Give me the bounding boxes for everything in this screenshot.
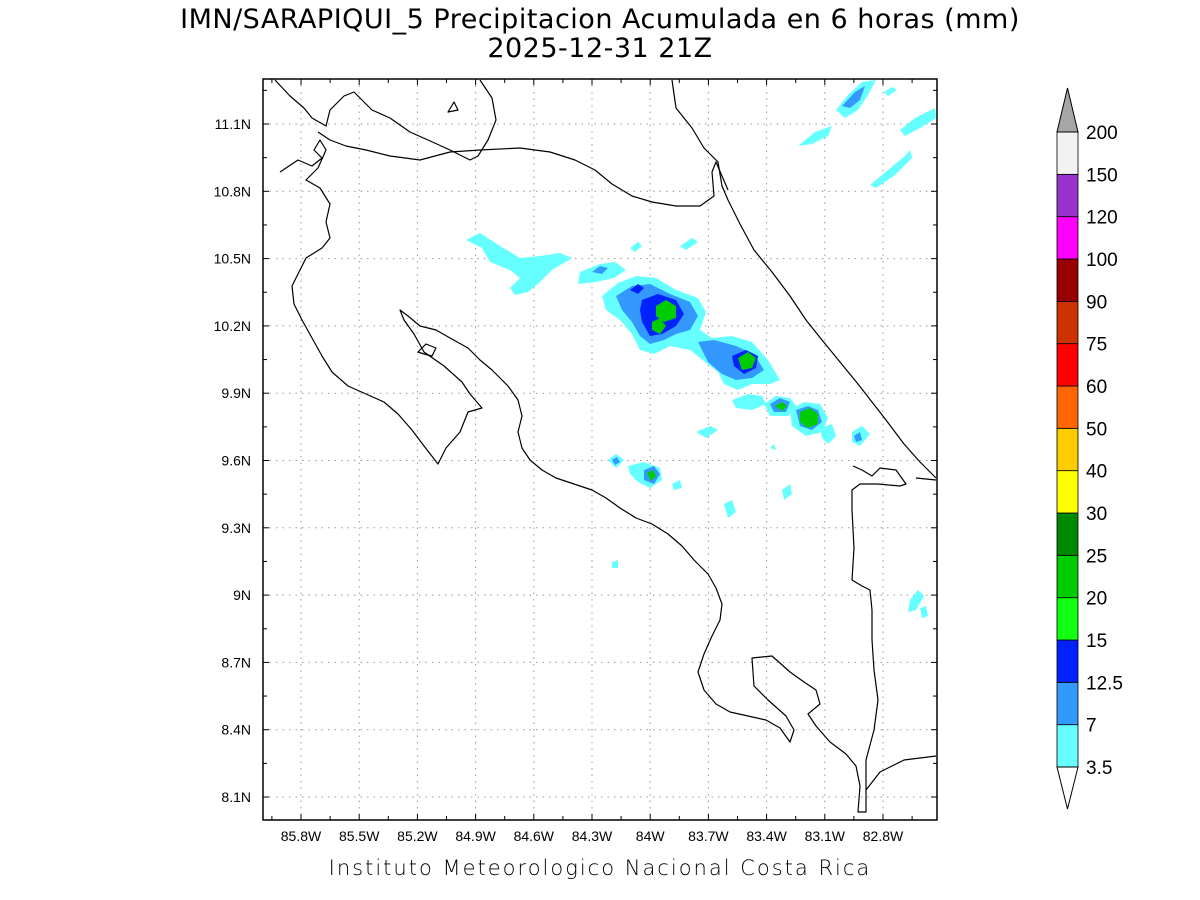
lat-tick-label: 8.1N bbox=[221, 789, 251, 805]
colorbar-segment bbox=[1056, 427, 1079, 472]
axis-ticks bbox=[263, 79, 937, 820]
precip-cell bbox=[672, 480, 682, 490]
precip-cell bbox=[800, 408, 818, 428]
precip-cell bbox=[732, 394, 766, 410]
colorbar-label: 50 bbox=[1086, 419, 1107, 440]
colorbar-segment bbox=[1056, 300, 1079, 345]
colorbar-segment bbox=[1056, 597, 1079, 641]
precip-cell bbox=[630, 284, 644, 294]
precip-cell bbox=[782, 484, 792, 500]
colorbar: 3.5 7 12.5 15 20 25 30 40 50 60 75 90 100 120 150 200 bbox=[1056, 87, 1123, 810]
colorbar-label: 7 bbox=[1086, 716, 1097, 737]
colorbar-segment bbox=[1056, 258, 1079, 302]
lat-tick-label: 8.7N bbox=[221, 654, 251, 670]
precip-cell bbox=[738, 352, 756, 370]
precip-cell bbox=[798, 126, 832, 146]
colorbar-label: 120 bbox=[1086, 208, 1118, 229]
colorbar-label: 40 bbox=[1086, 462, 1107, 483]
colorbar-segment bbox=[1056, 131, 1079, 175]
colorbar-label: 20 bbox=[1086, 589, 1107, 610]
colorbar-segment bbox=[1056, 216, 1079, 260]
colorbar-label: 15 bbox=[1086, 631, 1107, 652]
lat-tick-label: 10.2N bbox=[214, 318, 251, 334]
precip-cell bbox=[770, 444, 776, 450]
lon-tick-label: 83.4W bbox=[746, 828, 787, 844]
colorbar-label: 3.5 bbox=[1086, 758, 1112, 779]
precip-cell bbox=[592, 266, 608, 274]
lat-tick-label: 9N bbox=[233, 587, 251, 603]
precip-cell bbox=[900, 108, 936, 136]
map-grid bbox=[263, 79, 937, 820]
lon-tick-label: 84W bbox=[636, 828, 666, 844]
precip-cell bbox=[652, 318, 666, 334]
axis-tick-labels: 85.8W 85.5W 85.2W 84.9W 84.6W 84.3W 84W 83.7W 83… bbox=[214, 116, 904, 844]
map-valid-time: 2025-12-31 21Z bbox=[487, 33, 713, 64]
colorbar-segment bbox=[1056, 470, 1079, 514]
lon-tick-label: 85.8W bbox=[281, 828, 322, 844]
precip-cell bbox=[612, 560, 618, 568]
precipitation-contours bbox=[466, 80, 936, 618]
lat-tick-label: 10.8N bbox=[214, 183, 251, 199]
precip-cell bbox=[842, 86, 865, 108]
lon-tick-label: 85.5W bbox=[339, 828, 380, 844]
lat-tick-label: 9.9N bbox=[221, 385, 251, 401]
precip-cell bbox=[630, 242, 642, 252]
lat-tick-label: 9.3N bbox=[221, 520, 251, 536]
colorbar-label: 75 bbox=[1086, 335, 1107, 356]
lat-tick-label: 9.6N bbox=[221, 453, 251, 469]
lon-tick-label: 84.3W bbox=[572, 828, 613, 844]
lat-tick-label: 11.1N bbox=[215, 116, 251, 132]
colorbar-segment bbox=[1056, 343, 1079, 387]
footer-credit: Instituto Meteorologico Nacional Costa R… bbox=[328, 856, 872, 880]
precip-cell bbox=[724, 500, 736, 518]
colorbar-label: 150 bbox=[1086, 165, 1118, 186]
precip-cell bbox=[854, 432, 862, 442]
lon-tick-label: 84.6W bbox=[514, 828, 555, 844]
colorbar-segment bbox=[1056, 512, 1079, 556]
lat-tick-label: 8.4N bbox=[221, 722, 251, 738]
precip-cell bbox=[656, 300, 676, 322]
precip-cell bbox=[920, 606, 928, 618]
map-frame bbox=[262, 78, 938, 821]
colorbar-segment bbox=[1056, 724, 1079, 768]
precip-cell bbox=[908, 590, 924, 612]
precip-cell bbox=[466, 233, 572, 295]
lon-tick-label: 83.7W bbox=[688, 828, 729, 844]
colorbar-label: 200 bbox=[1086, 123, 1118, 144]
colorbar-over-arrow bbox=[1056, 87, 1079, 133]
lon-tick-label: 85.2W bbox=[397, 828, 438, 844]
precip-cell bbox=[775, 402, 787, 411]
precip-cell bbox=[696, 426, 718, 438]
colorbar-segment bbox=[1056, 554, 1079, 599]
precip-cell bbox=[680, 238, 698, 250]
colorbar-segment bbox=[1056, 681, 1079, 726]
lat-tick-label: 10.5N bbox=[214, 251, 251, 267]
precip-cell bbox=[820, 424, 836, 444]
precip-cell bbox=[647, 470, 656, 481]
lon-tick-label: 84.9W bbox=[455, 828, 496, 844]
colorbar-label: 12.5 bbox=[1086, 673, 1123, 694]
lon-tick-label: 82.8W bbox=[863, 828, 904, 844]
colorbar-label: 25 bbox=[1086, 546, 1107, 567]
colorbar-label: 30 bbox=[1086, 504, 1107, 525]
precip-cell bbox=[884, 87, 897, 96]
colorbar-segment bbox=[1056, 385, 1079, 429]
colorbar-segment bbox=[1056, 639, 1079, 683]
lon-tick-label: 83.1W bbox=[805, 828, 846, 844]
colorbar-under-arrow bbox=[1056, 766, 1079, 810]
colorbar-label: 90 bbox=[1086, 292, 1107, 313]
map-title: IMN/SARAPIQUI_5 Precipitacion Acumulada … bbox=[180, 4, 1020, 35]
coastline bbox=[274, 79, 937, 813]
precip-cell bbox=[612, 457, 620, 465]
colorbar-label: 60 bbox=[1086, 377, 1107, 398]
precip-cell bbox=[870, 150, 912, 188]
colorbar-segment bbox=[1056, 173, 1079, 218]
colorbar-label: 100 bbox=[1086, 250, 1118, 271]
